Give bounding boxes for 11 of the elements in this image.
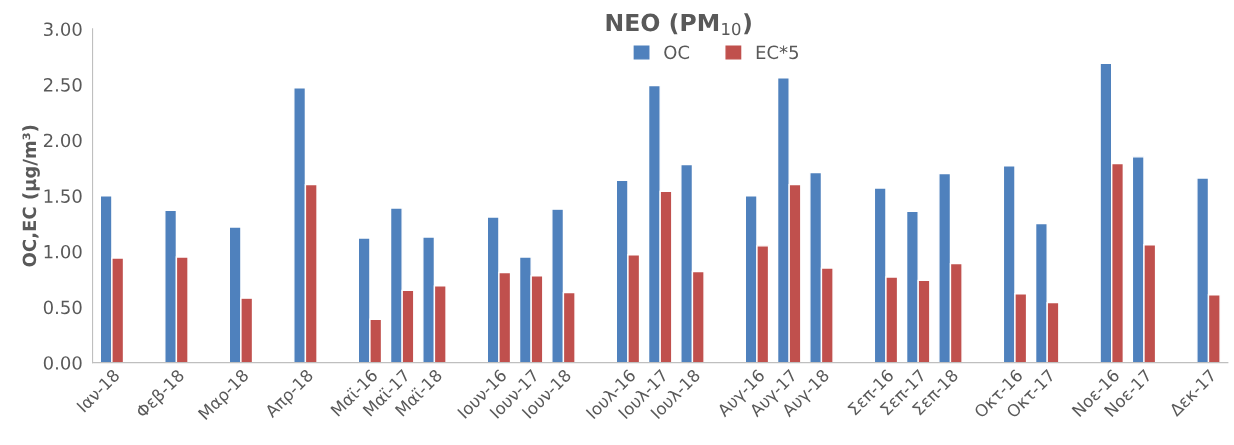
- y-tick-label: 2.00: [43, 133, 82, 148]
- y-tick-label: 1.00: [44, 244, 82, 259]
- y-tick-label: 0.00: [43, 356, 82, 370]
- legend-label: EC*5: [756, 45, 798, 60]
- y-tick-label: 0.50: [43, 300, 82, 315]
- y-tick-label: 1.50: [44, 189, 82, 203]
- chart-title: NEO (PM$_{10}$): [606, 13, 751, 36]
- y-tick-label: 3.00: [44, 22, 82, 37]
- y-axis-title: OC,EC (μg/m³): [22, 125, 40, 267]
- legend-label: OC: [664, 45, 690, 60]
- y-tick-label: 2.50: [43, 78, 82, 92]
